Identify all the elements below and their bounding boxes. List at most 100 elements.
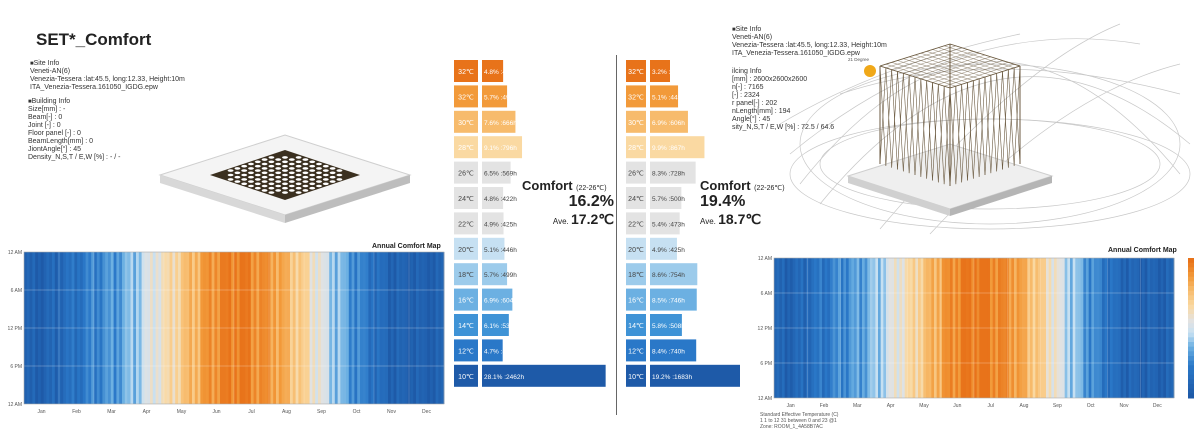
- floor-dot: [309, 182, 316, 186]
- legend-swatch: [1188, 370, 1194, 376]
- floor-dot: [288, 167, 295, 170]
- floor-dot: [295, 169, 302, 172]
- hist-bar-label: 6.1% :535h: [484, 323, 517, 330]
- hist-bar: [482, 263, 508, 286]
- heatmap-x-label: Jan: [37, 409, 45, 415]
- floor-dot: [302, 180, 309, 183]
- floor-dot: [268, 160, 275, 164]
- left-floor-pattern: [227, 156, 343, 194]
- heatmap-x-label: Jan: [787, 403, 795, 409]
- floor-dot: [316, 171, 322, 175]
- lattice-structure: [879, 43, 1021, 187]
- right-comfort-heading: Comfort (22-26℃): [700, 178, 790, 193]
- floor-dot: [261, 162, 268, 166]
- hist-bar-label: 19.2% :1683h: [652, 374, 693, 381]
- floor-dot: [282, 164, 288, 168]
- floor-dot: [322, 164, 329, 168]
- legend-swatch: [1188, 360, 1194, 366]
- sun-icon: [864, 65, 876, 77]
- floor-dot: [241, 173, 248, 177]
- left-building-info-line: Density_N,S,T / E,W [%] : - / -: [28, 154, 121, 161]
- hist-bar: [482, 85, 508, 108]
- floor-dot: [275, 180, 282, 183]
- floor-dot: [248, 184, 254, 188]
- left-building-info-line: JiontAngle[°] : 45: [28, 146, 81, 153]
- hist-bar-label: 5.4% :473h: [652, 221, 685, 228]
- legend-caption-line: Standard Effective Temperature (C): [760, 412, 839, 418]
- legend-swatch: [1188, 267, 1194, 273]
- floor-dot: [261, 175, 268, 179]
- legend-swatch: [1188, 314, 1194, 320]
- floor-dot: [268, 178, 275, 181]
- floor-dot: [336, 173, 343, 177]
- hist-temp-label: 30℃: [628, 120, 644, 127]
- hist-bar-label: 3.2% :280h: [652, 69, 685, 76]
- left-heatmap-title: Annual Comfort Map: [372, 243, 441, 250]
- heatmap-y-label: 12 AM: [8, 402, 22, 408]
- heatmap-y-label: 12 AM: [758, 256, 772, 262]
- floor-dot: [254, 186, 261, 190]
- legend-swatch: [1188, 281, 1194, 287]
- legend-swatch: [1188, 365, 1194, 371]
- right-comfort-average: Ave. 18.7℃: [700, 211, 790, 228]
- heatmap-x-label: Mar: [107, 409, 116, 415]
- floor-dot: [282, 186, 288, 190]
- heatmap-x-label: Apr: [887, 403, 895, 409]
- hist-bar: [482, 212, 504, 235]
- floor-dot: [248, 175, 254, 179]
- right-building-info-line: Angle[°] : 45: [732, 116, 771, 123]
- hist-temp-cell: [454, 136, 478, 159]
- left-building-info-line: Floor panel [-] : 0: [28, 130, 81, 137]
- floor-dot: [288, 158, 295, 161]
- legend-swatch: [1188, 318, 1194, 324]
- left-site-info: Site Info Veneti-AN(6) Venezia-Tessera :…: [30, 60, 185, 92]
- heatmap-x-label: Nov: [387, 409, 396, 415]
- floor-dot: [275, 184, 282, 188]
- heatmap-x-label: Mar: [853, 403, 862, 409]
- floor-dot: [254, 178, 261, 181]
- floor-dot: [227, 173, 234, 177]
- legend-swatch: [1188, 323, 1194, 329]
- left-comfort-range: (22-26℃): [576, 185, 607, 192]
- floor-dot: [268, 164, 275, 168]
- floor-dot: [302, 184, 309, 188]
- hist-temp-label: 32℃: [458, 69, 474, 76]
- floor-dot: [302, 189, 309, 192]
- right-site-info-line: Veneti-AN(6): [732, 34, 773, 41]
- floor-dot: [241, 182, 248, 186]
- legend-caption-line: 1 1 to 12 31 between 0 and 23 @1: [760, 418, 837, 424]
- floor-dot: [261, 184, 268, 188]
- floor-dot: [275, 162, 282, 166]
- floor-dot: [295, 182, 302, 186]
- floor-dot: [254, 164, 261, 168]
- floor-dot: [234, 167, 241, 170]
- heatmap-y-label: 6 AM: [761, 291, 772, 297]
- hist-bar-label: 4.8% :422h: [484, 196, 517, 203]
- right-comfort-range: (22-26℃): [754, 185, 785, 192]
- hist-bar-label: 8.6% :754h: [652, 272, 685, 279]
- hist-temp-cell: [626, 237, 646, 260]
- left-building-info-line: Beam[-] : 0: [28, 114, 63, 121]
- hist-temp-label: 16℃: [458, 298, 474, 305]
- floor-dot: [241, 178, 248, 181]
- floor-dot: [288, 175, 295, 179]
- sun-label: 21 Degree: [848, 57, 870, 62]
- right-building-info: ilcing Info [mm] : 2600x2600x2600 n[-] :…: [732, 68, 834, 132]
- legend-swatch: [1188, 384, 1194, 390]
- hist-temp-cell: [454, 161, 478, 184]
- heatmap-frame: [773, 257, 1175, 399]
- legend-swatch: [1188, 295, 1194, 301]
- legend-swatch: [1188, 374, 1194, 380]
- page-title: SET*_Comfort: [36, 30, 152, 49]
- hist-bar-label: 9.9% :867h: [652, 145, 685, 152]
- floor-dot: [261, 180, 268, 183]
- hist-bar: [650, 364, 740, 387]
- legend-swatch: [1188, 351, 1194, 357]
- hist-temp-label: 10℃: [458, 374, 474, 381]
- hist-bar: [650, 110, 688, 133]
- left-ave-value: 17.2℃: [571, 211, 614, 227]
- floor-dot: [288, 171, 295, 175]
- heatmap-x-label: Jun: [212, 409, 220, 415]
- floor-dot: [282, 160, 288, 164]
- hist-temp-cell: [626, 110, 646, 133]
